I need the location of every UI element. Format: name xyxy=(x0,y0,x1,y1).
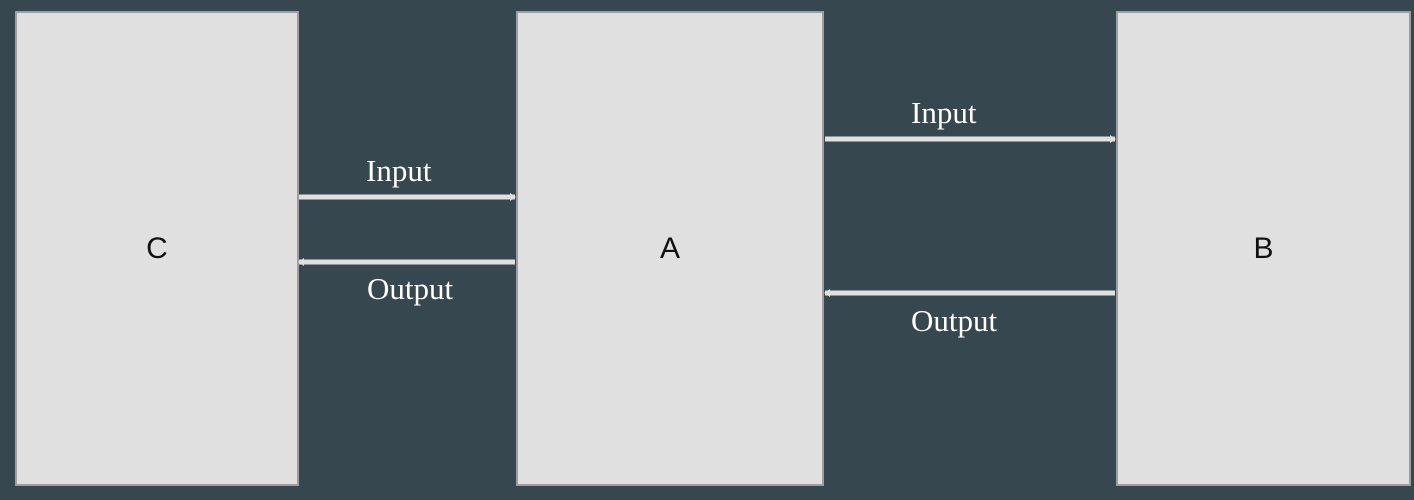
node-c: C xyxy=(15,11,299,486)
node-a: A xyxy=(516,11,824,486)
edge-label-a-to-c: Output xyxy=(367,271,454,306)
edge-label-a-to-b: Input xyxy=(911,95,977,130)
node-b: B xyxy=(1116,11,1411,486)
node-a-label: A xyxy=(659,231,680,265)
edge-label-c-to-a: Input xyxy=(366,153,432,188)
edge-label-b-to-a: Output xyxy=(911,303,998,338)
node-b-label: B xyxy=(1253,231,1274,265)
node-c-label: C xyxy=(146,231,168,265)
